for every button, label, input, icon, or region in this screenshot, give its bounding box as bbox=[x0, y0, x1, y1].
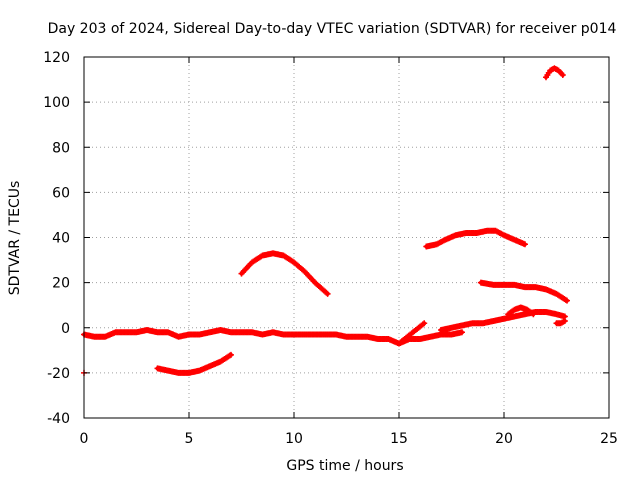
series-arc-1 bbox=[238, 250, 331, 297]
y-tick-label: 20 bbox=[52, 276, 70, 292]
data-point bbox=[561, 317, 568, 324]
x-tick-label: 10 bbox=[285, 431, 303, 447]
series-arc-9 bbox=[553, 317, 568, 327]
data-point bbox=[324, 290, 331, 297]
series-arc-8 bbox=[396, 320, 428, 347]
data-point bbox=[564, 297, 570, 304]
chart-title: Day 203 of 2024, Sidereal Day-to-day VTE… bbox=[48, 21, 617, 37]
y-tick-label: 80 bbox=[52, 140, 70, 156]
series-arc-6 bbox=[438, 308, 568, 334]
series-arc-3 bbox=[423, 227, 528, 250]
data-point bbox=[421, 320, 428, 327]
series-arc-4 bbox=[477, 279, 570, 304]
y-tick-label: 0 bbox=[61, 321, 70, 337]
series-layer bbox=[81, 65, 570, 376]
x-axis-label: GPS time / hours bbox=[286, 458, 403, 474]
data-point bbox=[459, 329, 465, 336]
series-baseline bbox=[81, 327, 465, 347]
x-tick-label: 15 bbox=[390, 431, 408, 447]
y-tick-label: 60 bbox=[52, 185, 70, 201]
data-point bbox=[559, 72, 566, 79]
y-axis-label: SDTVAR / TECUs bbox=[7, 181, 23, 296]
y-tick-label: 120 bbox=[43, 50, 70, 66]
series-arc-5 bbox=[543, 65, 566, 81]
x-tick-label: 5 bbox=[185, 431, 194, 447]
data-point bbox=[228, 351, 234, 358]
y-tick-label: 100 bbox=[43, 95, 70, 111]
series-arc-2 bbox=[154, 351, 234, 376]
series-arc-7 bbox=[505, 304, 537, 318]
y-tick-label: -40 bbox=[47, 411, 70, 427]
y-tick-label: 40 bbox=[52, 231, 70, 247]
data-point bbox=[522, 241, 528, 248]
y-tick-label: -20 bbox=[47, 366, 70, 382]
x-tick-label: 20 bbox=[495, 431, 513, 447]
x-tick-label: 25 bbox=[600, 431, 618, 447]
x-tick-label: 0 bbox=[80, 431, 89, 447]
data-point bbox=[530, 311, 537, 318]
ticks: 0 5 10 15 20 25 -40 -20 0 20 40 60 80 100 120 bbox=[43, 50, 618, 447]
